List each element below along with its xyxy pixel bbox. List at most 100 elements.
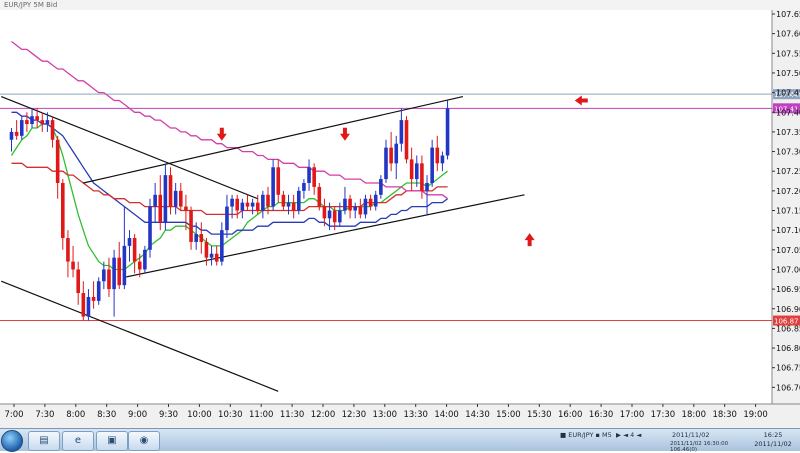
bearish-candle xyxy=(276,167,281,195)
bearish-candle xyxy=(199,234,204,242)
bearish-candle xyxy=(184,206,188,211)
bullish-candle xyxy=(394,143,399,164)
bullish-candle xyxy=(307,167,311,183)
bearish-candle xyxy=(168,175,173,207)
y-tick-label: 106.95(0) xyxy=(776,285,800,294)
y-tick-label: 107.45(0) xyxy=(776,89,800,98)
moving-average-line xyxy=(11,111,448,235)
x-tick-label: 17:30 xyxy=(651,410,676,420)
bearish-candle xyxy=(312,167,316,187)
x-tick-label: 16:30 xyxy=(589,410,614,420)
bullish-candle xyxy=(153,194,157,207)
price-line-label-bg xyxy=(773,89,800,100)
bullish-candle xyxy=(296,190,301,211)
bearish-candle xyxy=(66,238,70,262)
plot-background xyxy=(0,10,800,428)
y-tick-label: 107.40(0) xyxy=(776,108,800,117)
start-button[interactable] xyxy=(1,430,23,452)
folder-icon[interactable]: ▤ xyxy=(28,431,60,451)
x-tick-label: 15:00 xyxy=(496,410,521,420)
bullish-candle xyxy=(122,245,127,286)
tray-status-line: 2011/11/02 16:30:00 106.46(0) xyxy=(670,441,729,453)
y-tick-label: 106.80(0) xyxy=(776,344,800,353)
bearish-candle xyxy=(317,186,322,207)
bearish-candle xyxy=(189,210,193,242)
x-tick-label: 8:00 xyxy=(66,410,85,420)
y-tick-label: 107.60(0) xyxy=(776,30,800,39)
bullish-candle xyxy=(127,238,132,246)
internet-explorer-icon[interactable]: e xyxy=(62,431,94,451)
x-tick-label: 7:30 xyxy=(35,410,54,420)
bullish-candle xyxy=(261,194,265,211)
x-tick-label: 17:00 xyxy=(620,410,645,420)
y-tick-label: 107.00(0) xyxy=(776,265,800,274)
bearish-candle xyxy=(409,159,414,180)
bullish-candle xyxy=(9,131,14,140)
y-tick-label: 107.15(0) xyxy=(776,207,800,216)
bullish-candle xyxy=(399,120,404,144)
chart-app-icon[interactable]: ◉ xyxy=(128,431,160,451)
bullish-candle xyxy=(30,116,34,125)
y-tick-label: 107.25(0) xyxy=(776,167,800,176)
bearish-candle xyxy=(40,120,45,125)
window-icon[interactable]: ▣ xyxy=(96,431,128,451)
y-tick-label: 107.05(0) xyxy=(776,246,800,255)
x-tick-label: 11:00 xyxy=(249,410,274,420)
bearish-candle xyxy=(71,261,75,270)
bullish-candle xyxy=(225,206,229,231)
bearish-candle xyxy=(322,206,327,219)
bullish-candle xyxy=(45,120,50,125)
bullish-candle xyxy=(112,257,116,290)
x-tick-label: 18:00 xyxy=(682,410,707,420)
trendline xyxy=(83,95,464,184)
bearish-candle xyxy=(158,194,163,223)
y-tick-label: 107.55(0) xyxy=(776,49,800,58)
x-tick-label: 9:00 xyxy=(128,410,147,420)
y-tick-label: 106.75(0) xyxy=(776,364,800,373)
bearish-candle xyxy=(107,269,111,290)
bullish-candle xyxy=(209,253,214,258)
bullish-candle xyxy=(440,155,445,164)
bullish-candle xyxy=(286,202,291,207)
x-tick-label: 7:00 xyxy=(4,410,23,420)
bearish-candle xyxy=(25,120,29,125)
y-tick-label: 106.90(0) xyxy=(776,305,800,314)
x-tick-label: 14:30 xyxy=(465,410,490,420)
bearish-candle xyxy=(117,257,122,286)
bullish-candle xyxy=(240,202,245,211)
bearish-candle xyxy=(348,198,352,211)
tray-item[interactable]: 2011/11/02 xyxy=(672,431,710,439)
x-tick-label: 12:00 xyxy=(311,410,336,420)
bullish-candle xyxy=(445,108,450,156)
x-tick-label: 14:00 xyxy=(434,410,459,420)
bullish-candle xyxy=(302,182,306,191)
bullish-candle xyxy=(353,206,358,211)
x-tick-label: 19:00 xyxy=(743,410,768,420)
price-line-label: 107.446 xyxy=(774,91,800,99)
candlestick-chart[interactable]: 107.446 107.41 106.87 107.65(0) 107.60(0) 10… xyxy=(0,10,800,428)
taskbar-clock[interactable]: 16:25 2011/11/02 xyxy=(748,431,798,449)
bullish-candle xyxy=(379,179,383,195)
y-tick-label: 107.35(0) xyxy=(776,128,800,137)
clock-date: 2011/11/02 xyxy=(754,440,792,448)
x-tick-label: 18:30 xyxy=(712,410,737,420)
bullish-candle xyxy=(327,210,332,219)
x-tick-label: 10:00 xyxy=(187,410,212,420)
bearish-candle xyxy=(332,210,337,223)
bullish-candle xyxy=(143,249,147,270)
tray-item[interactable]: ■ EUR/JPY ▪ M5 xyxy=(560,431,612,439)
y-tick-label: 107.30(0) xyxy=(776,148,800,157)
windows-taskbar: ▤ e ▣ ◉ ■ EUR/JPY ▪ M5 ▶ ◄ 4 ◄ 2011/11/0… xyxy=(0,428,800,453)
bearish-candle xyxy=(81,293,86,317)
bearish-candle xyxy=(76,269,80,294)
bearish-candle xyxy=(435,147,440,164)
annotation-arrow xyxy=(574,95,588,106)
bullish-candle xyxy=(96,281,101,301)
x-tick-label: 13:00 xyxy=(373,410,398,420)
bullish-candle xyxy=(343,198,347,211)
tray-item[interactable]: ▶ ◄ 4 ◄ xyxy=(616,431,642,439)
bearish-candle xyxy=(132,238,137,262)
bearish-candle xyxy=(50,120,55,140)
bullish-candle xyxy=(425,182,429,191)
bullish-candle xyxy=(102,269,106,282)
